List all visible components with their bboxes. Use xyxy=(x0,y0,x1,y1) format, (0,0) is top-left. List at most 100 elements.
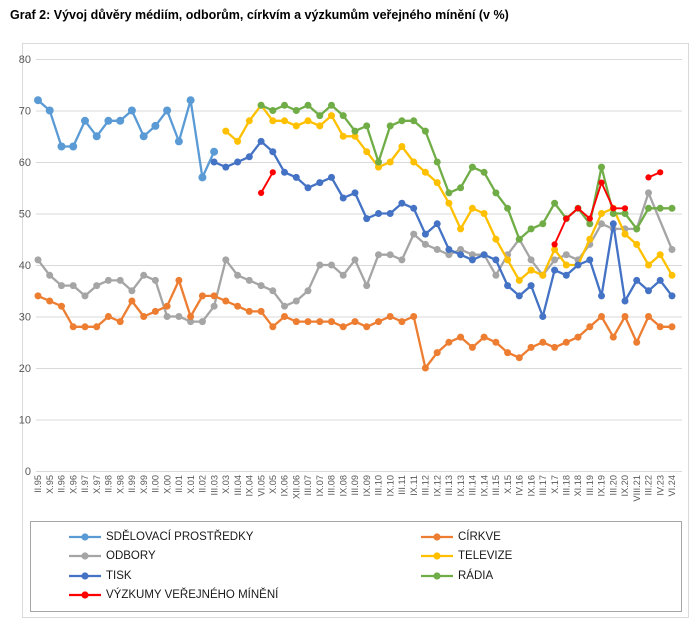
data-point xyxy=(257,137,265,145)
x-tick-label: III.22 xyxy=(644,475,654,495)
x-tick-label: III.15 xyxy=(491,475,501,495)
data-point xyxy=(421,230,429,238)
data-point xyxy=(292,297,300,305)
x-tick-label: X.05 xyxy=(268,475,278,494)
x-tick-label: IX.19 xyxy=(597,475,607,496)
data-point xyxy=(468,343,476,351)
data-point xyxy=(363,323,371,331)
gridlines xyxy=(36,59,682,472)
data-point xyxy=(304,184,312,192)
legend-label: TELEVIZE xyxy=(458,550,513,563)
data-point xyxy=(304,318,312,326)
x-tick-label: X.00 xyxy=(162,475,172,494)
x-tick-label: X.96 xyxy=(68,475,78,494)
data-point xyxy=(386,251,394,259)
y-tick-label: 80 xyxy=(19,54,31,66)
data-point xyxy=(539,313,547,320)
data-point xyxy=(645,189,652,197)
data-point xyxy=(386,122,394,130)
x-tick-label: VIII.21 xyxy=(632,475,642,502)
x-tick-label: III.13 xyxy=(444,475,454,495)
data-point xyxy=(668,323,676,331)
data-point xyxy=(398,143,406,150)
data-point xyxy=(234,158,242,166)
data-point xyxy=(562,338,570,346)
data-point xyxy=(468,204,476,212)
data-point xyxy=(539,271,547,279)
data-point xyxy=(104,276,112,284)
x-tick-label: III.12 xyxy=(421,475,431,495)
legend-marker-icon xyxy=(69,552,101,560)
data-point xyxy=(445,338,453,346)
x-tick-label: IX.12 xyxy=(432,475,442,496)
data-point xyxy=(562,261,570,269)
data-point xyxy=(245,276,253,284)
x-tick-label: X.03 xyxy=(221,475,231,494)
x-tick-label: IX.13 xyxy=(456,475,466,496)
data-point xyxy=(116,318,124,326)
x-tick-label: X.98 xyxy=(115,475,125,494)
data-point xyxy=(539,220,547,228)
legend-item-cirkve: CÍRKVE xyxy=(420,527,512,547)
data-point xyxy=(504,204,512,212)
data-point xyxy=(351,318,359,326)
data-point xyxy=(304,101,312,109)
x-tick-label: III.20 xyxy=(608,475,618,495)
data-point xyxy=(34,256,42,264)
x-tick-label: II.98 xyxy=(104,475,114,493)
data-point xyxy=(269,169,276,176)
data-point xyxy=(457,225,465,233)
y-tick-label: 30 xyxy=(19,311,31,323)
data-point xyxy=(621,230,629,238)
data-point xyxy=(656,323,664,331)
data-point xyxy=(234,137,242,145)
data-point xyxy=(574,205,582,212)
x-tick-label: III.17 xyxy=(538,475,548,495)
data-point xyxy=(586,215,593,222)
data-point xyxy=(586,235,594,243)
data-point xyxy=(140,313,148,320)
x-axis-tick-labels: II.95 X.95 II.96 X.96 II.97 X.97 II.98 X.98 II.9… xyxy=(33,475,677,502)
data-point xyxy=(480,168,488,176)
data-point xyxy=(386,158,394,166)
data-point xyxy=(504,256,512,264)
data-point xyxy=(668,292,676,300)
data-point xyxy=(328,101,335,109)
data-point xyxy=(375,251,382,259)
data-point xyxy=(492,338,500,346)
data-point xyxy=(410,158,418,166)
data-point xyxy=(210,147,219,156)
data-point xyxy=(269,107,277,114)
data-point xyxy=(574,261,582,269)
data-point xyxy=(174,137,183,146)
data-point xyxy=(339,271,347,279)
y-tick-label: 50 xyxy=(19,208,31,220)
x-tick-label: II.97 xyxy=(80,475,90,493)
x-tick-label: IX.20 xyxy=(620,475,630,496)
data-point xyxy=(93,323,101,331)
data-point xyxy=(45,106,54,115)
data-point xyxy=(527,266,535,274)
data-point xyxy=(621,313,629,320)
data-point xyxy=(657,169,664,176)
data-point xyxy=(433,246,441,253)
x-tick-label: II.02 xyxy=(198,475,208,493)
data-point xyxy=(668,204,676,212)
data-point xyxy=(551,241,558,248)
data-point xyxy=(339,323,347,331)
chart-title: Graf 2: Vývoj důvěry médiím, odborům, cí… xyxy=(10,8,509,22)
data-point xyxy=(375,318,382,326)
data-point xyxy=(34,96,42,105)
series-line-televize xyxy=(222,101,676,284)
data-point xyxy=(574,333,582,341)
data-point xyxy=(281,101,288,109)
data-point xyxy=(645,313,652,320)
data-point xyxy=(633,338,641,346)
data-point xyxy=(304,117,312,125)
data-point xyxy=(292,122,300,130)
x-tick-label: IX.04 xyxy=(245,475,255,496)
data-point xyxy=(351,132,359,140)
data-point xyxy=(339,112,347,120)
legend-item-odbory: ODBORY xyxy=(68,547,278,567)
x-tick-label: X.95 xyxy=(45,475,55,494)
